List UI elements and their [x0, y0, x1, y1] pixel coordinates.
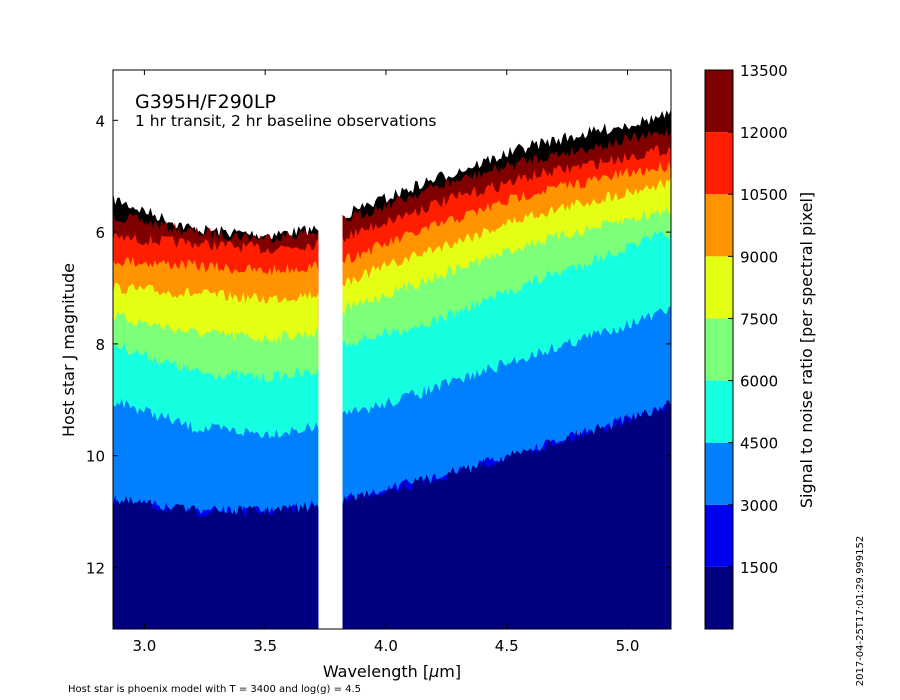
- x-tick-label: 4.0: [374, 637, 398, 655]
- colorbar-label: Signal to noise ratio [per spectral pixe…: [797, 192, 816, 508]
- colorbar-swatch-12000: [705, 132, 733, 195]
- colorbar-swatch-7500: [705, 318, 733, 381]
- plot-frame: [112, 69, 672, 630]
- timestamp: 2017-04-25T17:01:29.999152: [855, 536, 866, 687]
- colorbar-frame: [704, 69, 734, 630]
- colorbar-swatch-13500: [705, 70, 733, 133]
- colorbar-ticks: 1500 3000 4500 6000 7500 9000 10500 12000 13500: [728, 62, 788, 577]
- colorbar-tick-label: 9000: [740, 248, 778, 266]
- colorbar-tick-label: 6000: [740, 373, 778, 391]
- colorbar-swatch-10500: [705, 194, 733, 257]
- colorbar-tick-label: 4500: [740, 435, 778, 453]
- y-axis: 4 6 8 10 12: [86, 112, 671, 578]
- colorbar-swatch-1500: [705, 566, 733, 629]
- colorbar-tick-label: 1500: [740, 559, 778, 577]
- x-tick-label: 4.5: [495, 637, 519, 655]
- colorbar-swatch-4500: [705, 442, 733, 505]
- colorbar-swatch-3000: [705, 504, 733, 567]
- y-tick-label: 10: [86, 448, 105, 466]
- x-tick-label: 5.0: [616, 637, 640, 655]
- contour-band-0-left: [113, 496, 319, 629]
- y-tick-label: 6: [95, 224, 105, 242]
- colorbar-tick-label: 7500: [740, 310, 778, 328]
- y-tick-label: 4: [95, 112, 105, 130]
- x-tick-label: 3.0: [132, 637, 156, 655]
- contour-band-0-right: [342, 400, 671, 629]
- x-axis-label-mu: μ: [428, 662, 439, 681]
- y-tick-label: 8: [95, 336, 105, 354]
- x-axis-label-prefix: Wavelength [: [323, 662, 429, 681]
- chart-title: G395H/F290LP: [135, 91, 276, 113]
- x-axis-label: Wavelength [μm]: [323, 662, 461, 681]
- contour-fill-layer: [113, 109, 671, 630]
- y-axis-label: Host star J magnitude: [59, 263, 78, 437]
- colorbar-swatch-6000: [705, 380, 733, 443]
- chart-subtitle: 1 hr transit, 2 hr baseline observations: [135, 112, 437, 130]
- colorbar: [705, 70, 733, 629]
- x-axis-label-suffix: m]: [439, 662, 461, 681]
- y-tick-label: 12: [86, 560, 105, 578]
- footnote: Host star is phoenix model with T = 3400…: [68, 684, 361, 695]
- x-tick-label: 3.5: [253, 637, 277, 655]
- colorbar-tick-label: 10500: [740, 186, 788, 204]
- x-axis: 3.0 3.5 4.0 4.5 5.0: [132, 70, 639, 655]
- colorbar-tick-label: 13500: [740, 62, 788, 80]
- colorbar-tick-label: 3000: [740, 497, 778, 515]
- colorbar-swatch-9000: [705, 256, 733, 319]
- colorbar-tick-label: 12000: [740, 124, 788, 142]
